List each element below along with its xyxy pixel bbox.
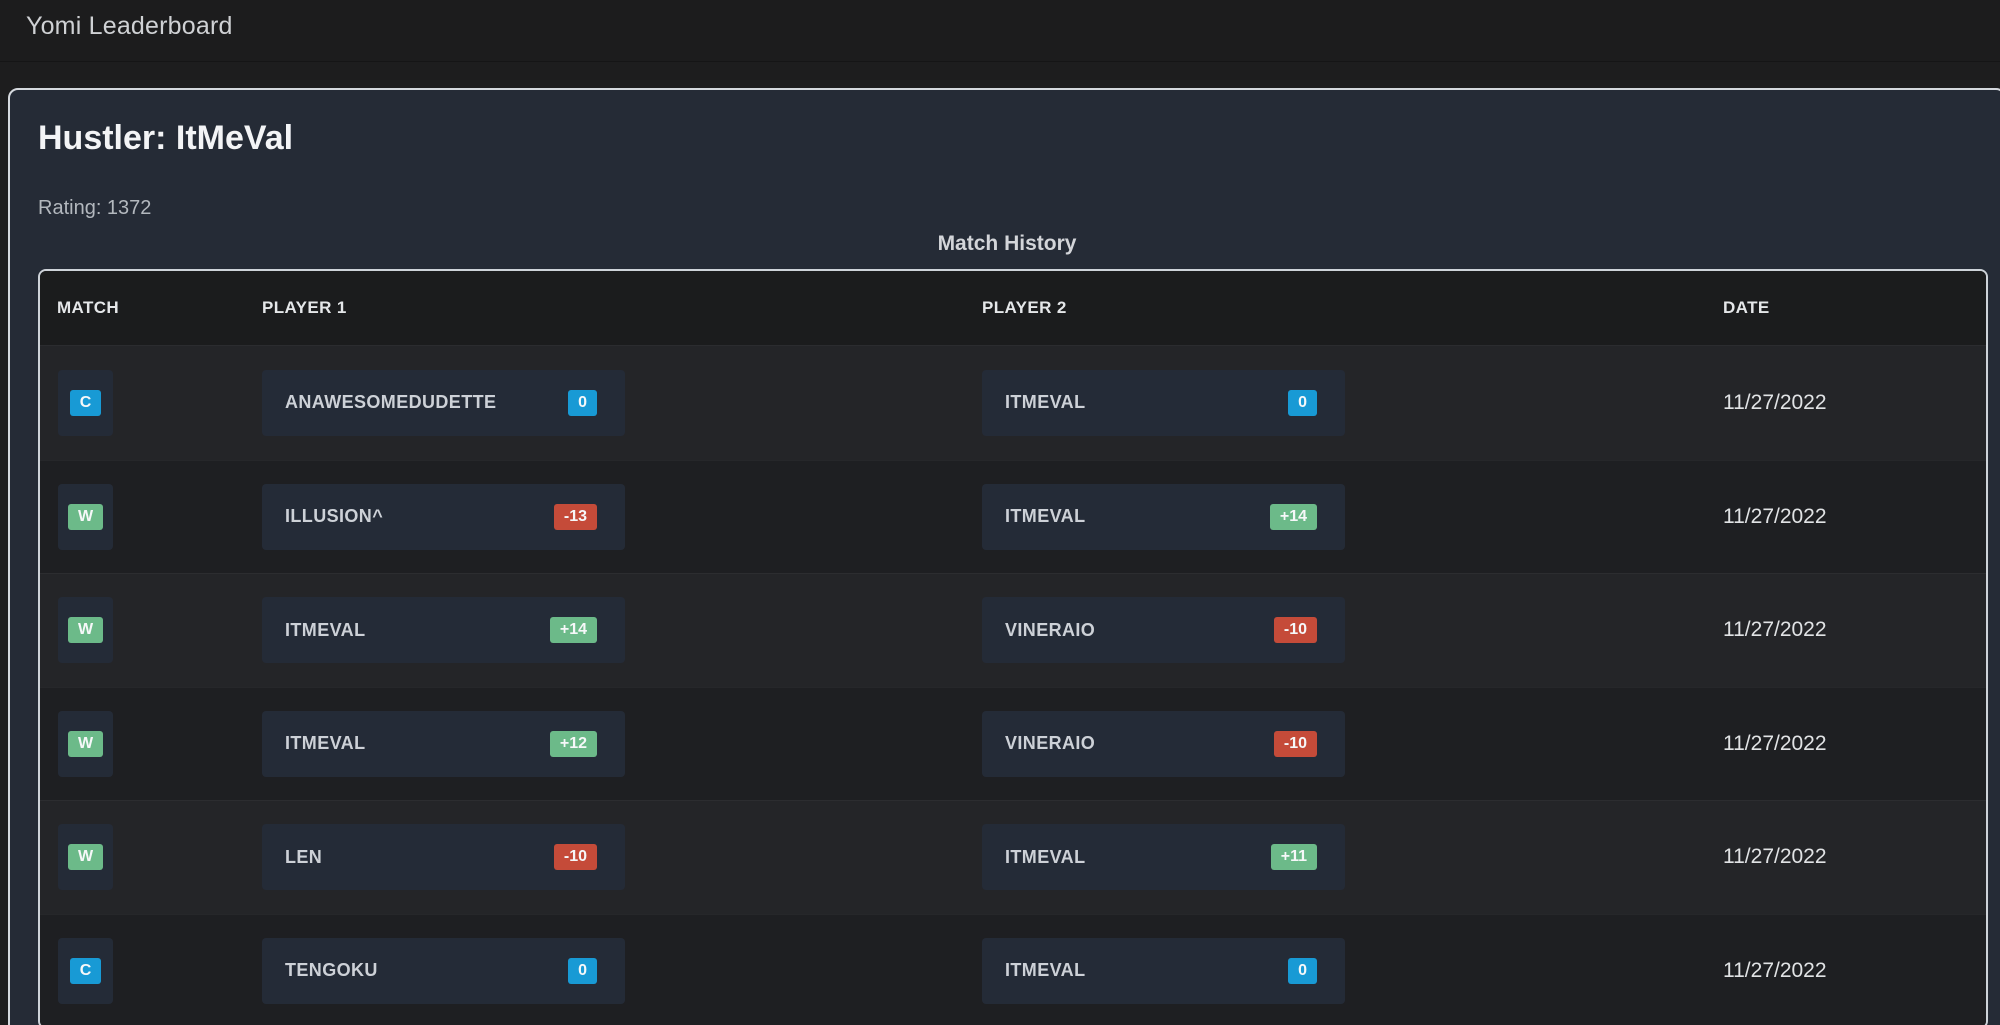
player1-cell: TENGOKU 0 bbox=[262, 937, 982, 1004]
player1-name: ITMEVAL bbox=[285, 733, 366, 754]
player1-cell: ITMEVAL +14 bbox=[262, 597, 982, 664]
player1-panel[interactable]: ITMEVAL +14 bbox=[262, 597, 625, 664]
top-navbar: Yomi Leaderboard bbox=[0, 0, 2000, 62]
match-result-badge: C bbox=[69, 957, 102, 984]
match-result-cell: W bbox=[40, 597, 262, 664]
player1-panel[interactable]: ANAWESOMEDUDETTE 0 bbox=[262, 369, 625, 436]
match-result-badge: W bbox=[67, 503, 104, 530]
table-row: C ANAWESOMEDUDETTE 0 ITMEVAL 0 11/27/202… bbox=[40, 346, 1986, 460]
match-result-panel: W bbox=[58, 824, 113, 891]
match-result-panel: W bbox=[58, 710, 113, 777]
player2-name: VINERAIO bbox=[1005, 733, 1096, 754]
match-date: 11/27/2022 bbox=[1723, 618, 1827, 642]
player1-panel[interactable]: TENGOKU 0 bbox=[262, 937, 625, 1004]
player1-name: LEN bbox=[285, 846, 323, 867]
table-row: W ILLUSION^ -13 ITMEVAL +14 11/27/2022 bbox=[40, 459, 1986, 573]
player2-name: ITMEVAL bbox=[1005, 846, 1086, 867]
player2-name: ITMEVAL bbox=[1005, 960, 1086, 981]
column-header-player1: PLAYER 1 bbox=[262, 298, 347, 317]
table-row: W LEN -10 ITMEVAL +11 11/27/2022 bbox=[40, 800, 1986, 914]
player2-panel[interactable]: ITMEVAL +11 bbox=[982, 824, 1345, 891]
match-result-badge: W bbox=[67, 844, 104, 871]
player1-rating-delta-badge: -10 bbox=[553, 844, 597, 871]
player2-cell: ITMEVAL +11 bbox=[982, 824, 1723, 891]
match-result-cell: W bbox=[40, 483, 262, 550]
player1-cell: LEN -10 bbox=[262, 824, 982, 891]
player2-name: VINERAIO bbox=[1005, 619, 1096, 640]
section-title-match-history: Match History bbox=[937, 232, 1077, 255]
match-result-badge: C bbox=[69, 389, 102, 416]
player2-panel[interactable]: ITMEVAL 0 bbox=[982, 937, 1345, 1004]
table-body: C ANAWESOMEDUDETTE 0 ITMEVAL 0 11/27/202… bbox=[40, 346, 1986, 1025]
player2-rating-delta-badge: +11 bbox=[1270, 844, 1317, 871]
player2-rating-delta-badge: 0 bbox=[1288, 957, 1317, 984]
column-header-date: DATE bbox=[1723, 298, 1770, 317]
match-result-panel: C bbox=[58, 937, 113, 1004]
player2-panel[interactable]: ITMEVAL 0 bbox=[982, 369, 1345, 436]
match-date: 11/27/2022 bbox=[1723, 845, 1827, 869]
player2-cell: ITMEVAL 0 bbox=[982, 937, 1723, 1004]
match-result-panel: W bbox=[58, 483, 113, 550]
player1-cell: ITMEVAL +12 bbox=[262, 710, 982, 777]
match-date: 11/27/2022 bbox=[1723, 731, 1827, 755]
player1-rating-delta-badge: 0 bbox=[568, 957, 597, 984]
player2-rating-delta-badge: 0 bbox=[1288, 389, 1317, 416]
player1-name: ANAWESOMEDUDETTE bbox=[285, 392, 497, 413]
player2-cell: ITMEVAL +14 bbox=[982, 483, 1723, 550]
player2-rating-delta-badge: -10 bbox=[1273, 730, 1317, 757]
player1-name: ITMEVAL bbox=[285, 619, 366, 640]
app-title: Yomi Leaderboard bbox=[26, 12, 233, 40]
player-card: Hustler: ItMeVal Rating: 1372 Match Hist… bbox=[8, 88, 2000, 1025]
player2-panel[interactable]: ITMEVAL +14 bbox=[982, 483, 1345, 550]
match-result-badge: W bbox=[67, 730, 104, 757]
player1-name: TENGOKU bbox=[285, 960, 378, 981]
table-row: C TENGOKU 0 ITMEVAL 0 11/27/2022 bbox=[40, 913, 1986, 1025]
player2-cell: ITMEVAL 0 bbox=[982, 369, 1723, 436]
player1-rating-delta-badge: -13 bbox=[553, 503, 597, 530]
table-header-row: MATCH PLAYER 1 PLAYER 2 DATE bbox=[40, 271, 1986, 346]
player2-cell: VINERAIO -10 bbox=[982, 597, 1723, 664]
player1-cell: ANAWESOMEDUDETTE 0 bbox=[262, 369, 982, 436]
match-result-cell: C bbox=[40, 369, 262, 436]
player1-rating-delta-badge: +14 bbox=[549, 617, 597, 644]
player2-panel[interactable]: VINERAIO -10 bbox=[982, 710, 1345, 777]
match-date: 11/27/2022 bbox=[1723, 504, 1827, 528]
player1-rating-delta-badge: +12 bbox=[549, 730, 597, 757]
player1-panel[interactable]: LEN -10 bbox=[262, 824, 625, 891]
column-header-match: MATCH bbox=[57, 298, 120, 317]
profile-title: Hustler: ItMeVal bbox=[38, 119, 294, 157]
player2-rating-delta-badge: -10 bbox=[1273, 617, 1317, 644]
table-row: W ITMEVAL +12 VINERAIO -10 11/27/2022 bbox=[40, 686, 1986, 800]
player2-panel[interactable]: VINERAIO -10 bbox=[982, 597, 1345, 664]
player2-name: ITMEVAL bbox=[1005, 506, 1086, 527]
table-row: W ITMEVAL +14 VINERAIO -10 11/27/2022 bbox=[40, 573, 1986, 687]
player1-name: ILLUSION^ bbox=[285, 506, 384, 527]
match-result-panel: C bbox=[58, 369, 113, 436]
column-header-player2: PLAYER 2 bbox=[982, 298, 1067, 317]
player2-cell: VINERAIO -10 bbox=[982, 710, 1723, 777]
match-result-cell: W bbox=[40, 824, 262, 891]
match-result-badge: W bbox=[67, 617, 104, 644]
match-result-cell: W bbox=[40, 710, 262, 777]
player1-rating-delta-badge: 0 bbox=[568, 389, 597, 416]
match-result-cell: C bbox=[40, 937, 262, 1004]
player1-cell: ILLUSION^ -13 bbox=[262, 483, 982, 550]
player1-panel[interactable]: ITMEVAL +12 bbox=[262, 710, 625, 777]
match-date: 11/27/2022 bbox=[1723, 958, 1827, 982]
match-date: 11/27/2022 bbox=[1723, 390, 1827, 414]
match-result-panel: W bbox=[58, 597, 113, 664]
match-history-table: MATCH PLAYER 1 PLAYER 2 DATE C ANAWESOME… bbox=[38, 269, 1988, 1025]
player1-panel[interactable]: ILLUSION^ -13 bbox=[262, 483, 625, 550]
rating-text: Rating: 1372 bbox=[38, 197, 152, 219]
player2-name: ITMEVAL bbox=[1005, 392, 1086, 413]
player2-rating-delta-badge: +14 bbox=[1269, 503, 1317, 530]
